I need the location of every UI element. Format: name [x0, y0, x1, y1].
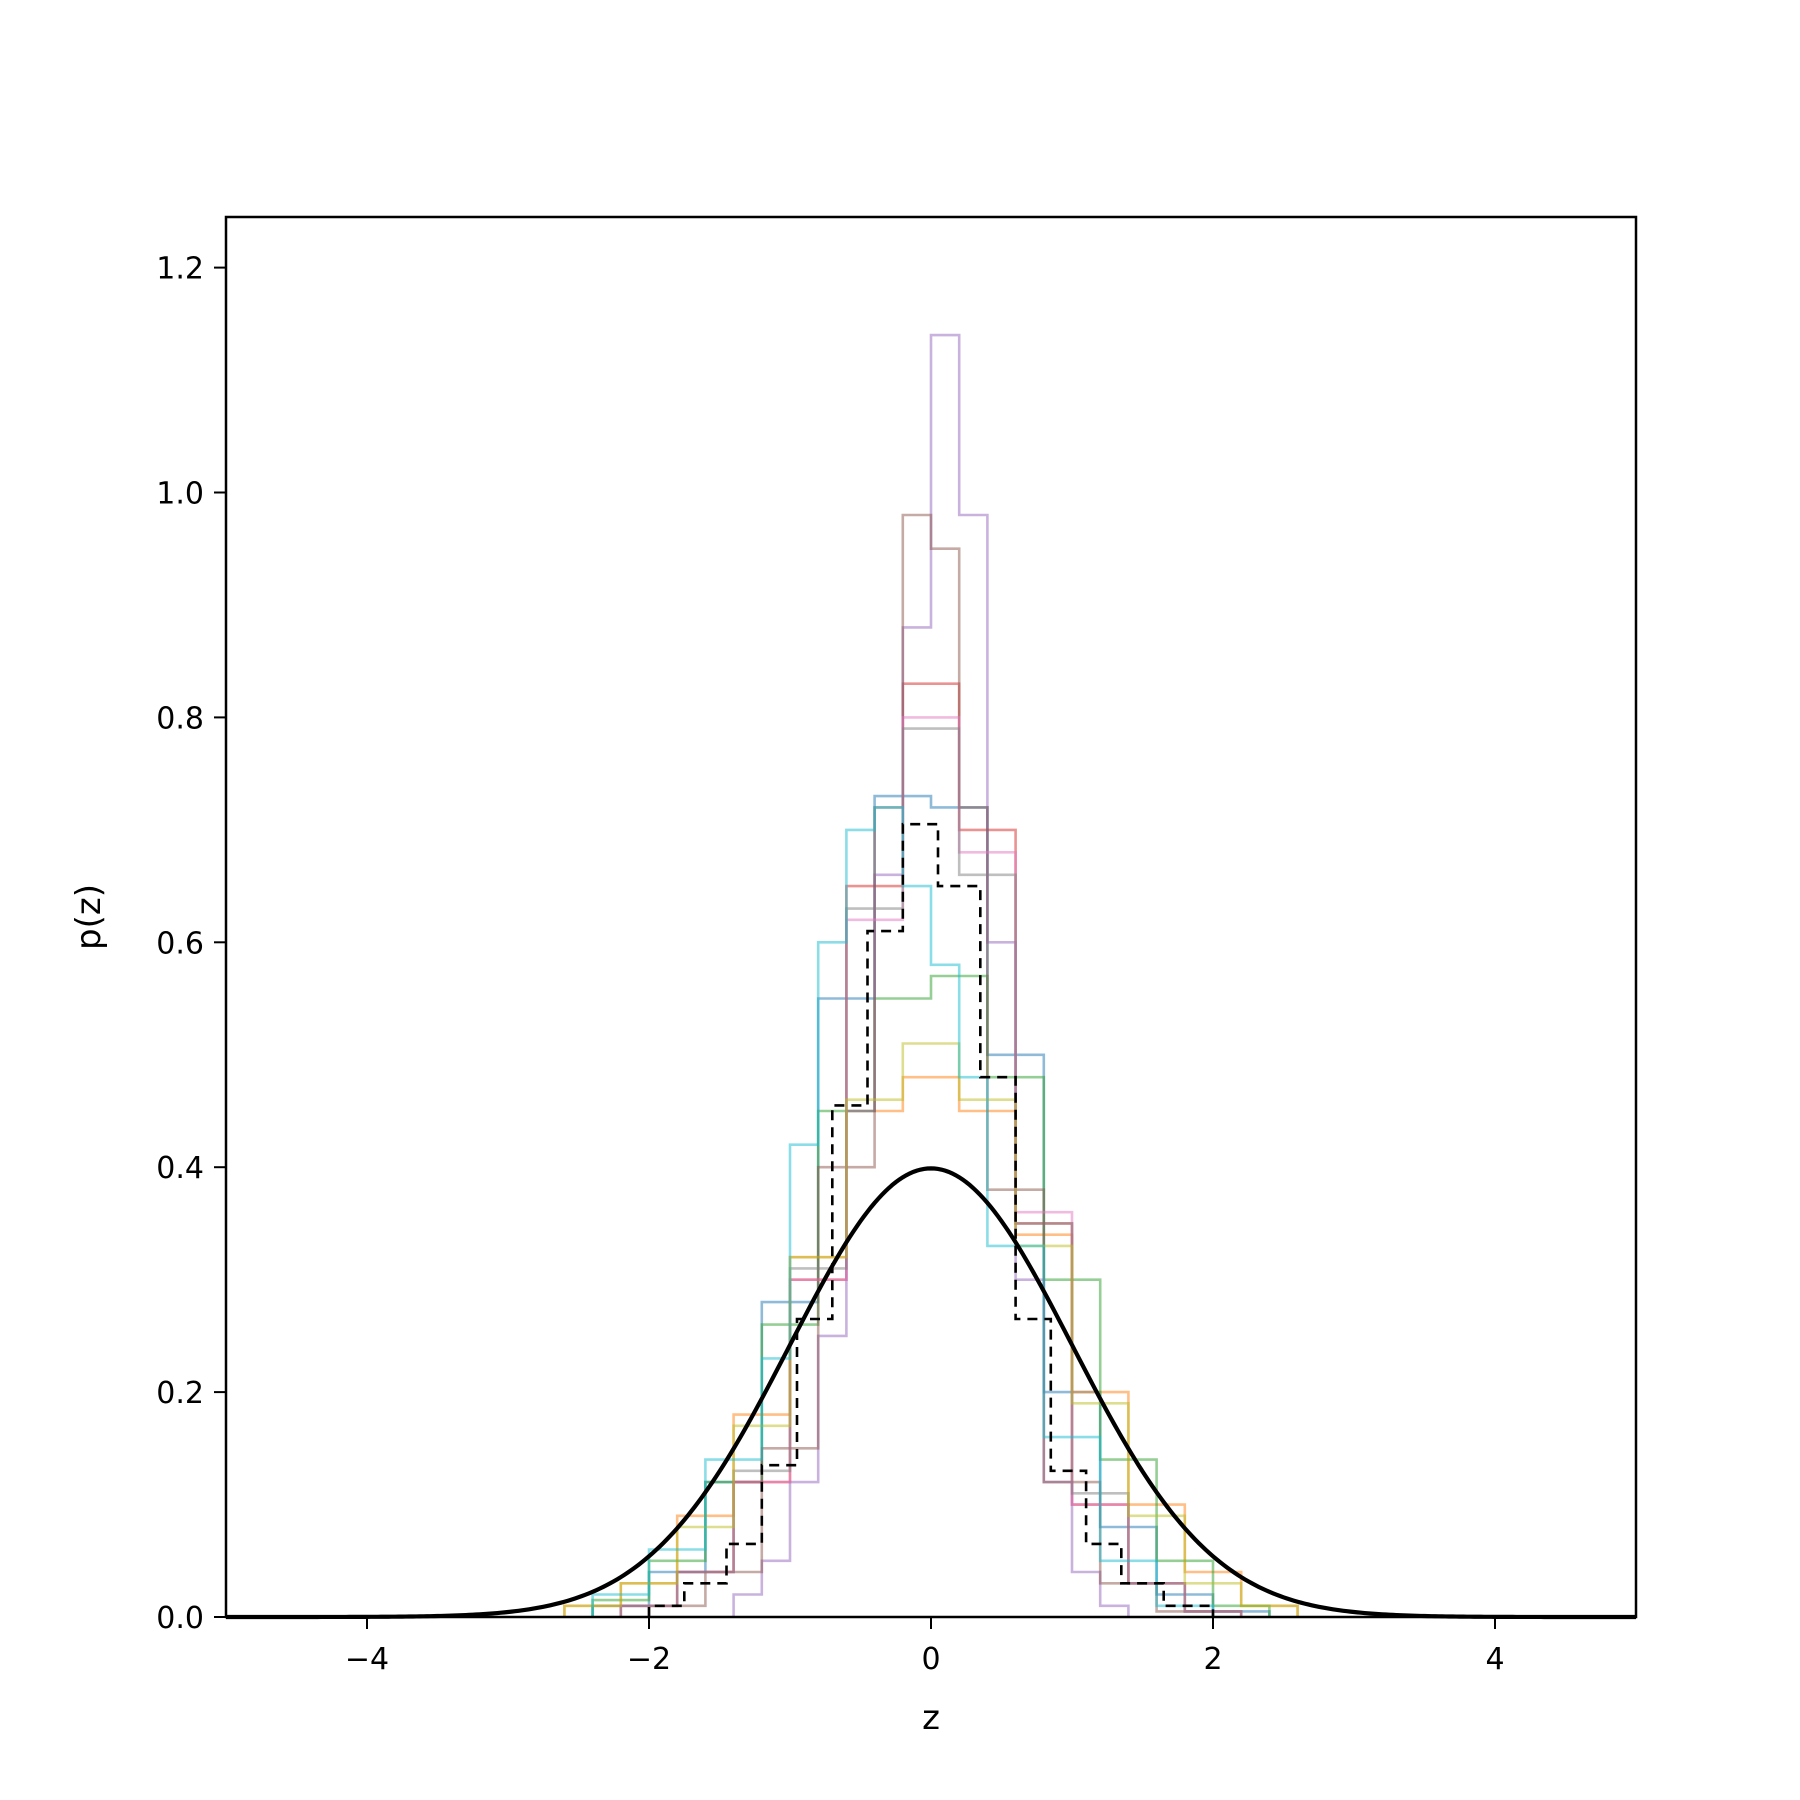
y-axis: 0.0 0.2 0.4 0.6 0.8 1.0 1.2	[156, 252, 226, 1636]
histogram-series-9	[563, 1042, 1299, 1617]
normal-curve	[226, 1166, 1636, 1620]
y-tick-label: 0.6	[156, 926, 204, 961]
dashed-histogram	[647, 822, 1215, 1617]
x-tick-label: 4	[1485, 1642, 1504, 1677]
y-tick-label: 0.0	[156, 1601, 204, 1636]
histogram-series-10	[591, 806, 1215, 1617]
y-tick-label: 1.2	[156, 252, 204, 287]
y-axis-label: p(z)	[69, 884, 109, 950]
x-tick-label: 2	[1203, 1642, 1222, 1677]
x-axis-label: z	[922, 1698, 940, 1738]
y-tick-label: 1.0	[156, 477, 204, 512]
x-tick-label: −2	[627, 1642, 671, 1677]
histogram-series-6	[647, 513, 1215, 1617]
y-tick-label: 0.4	[156, 1151, 204, 1186]
x-axis: −4 −2 0 2 4	[345, 1617, 1505, 1677]
y-tick-label: 0.2	[156, 1376, 204, 1411]
x-tick-label: −4	[345, 1642, 389, 1677]
histogram-layer	[563, 333, 1299, 1617]
plot-area	[226, 333, 1636, 1620]
x-tick-label: 0	[921, 1642, 940, 1677]
y-tick-label: 0.8	[156, 701, 204, 736]
